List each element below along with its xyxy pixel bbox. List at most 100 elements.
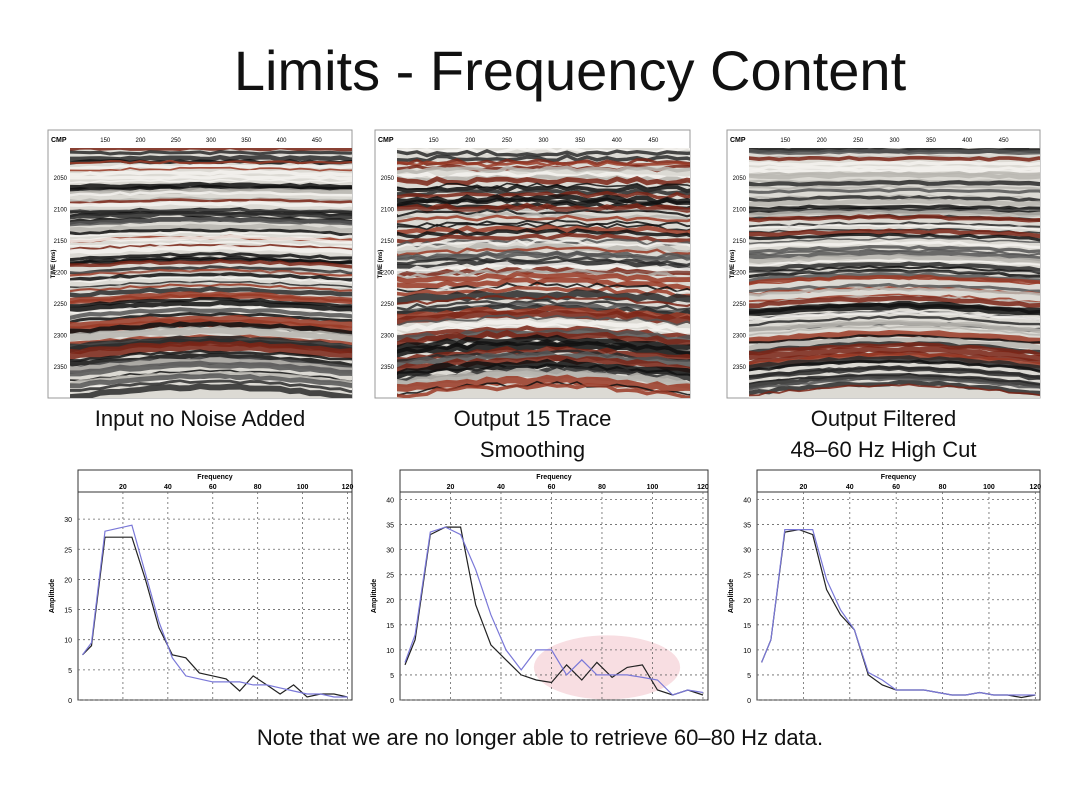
reflector — [70, 349, 352, 362]
series-line — [404, 526, 704, 696]
reflector — [749, 295, 1040, 309]
cmp-tick-label: 450 — [312, 138, 323, 144]
panel-caption: Output 15 Trace — [454, 406, 612, 431]
reflector — [749, 383, 1040, 397]
y-tick-label: 15 — [386, 623, 394, 630]
reflector — [70, 304, 352, 316]
cmp-tick-label: 350 — [926, 138, 937, 144]
reflector — [749, 179, 1040, 188]
cmp-tick-label: 400 — [962, 138, 973, 144]
y-tick-label: 10 — [743, 648, 751, 655]
y-tick-label: 20 — [743, 598, 751, 605]
x-tick-label: 40 — [164, 484, 172, 491]
reflector — [397, 318, 690, 333]
reflector — [70, 268, 352, 277]
time-tick-label: 2350 — [733, 365, 747, 371]
reflector — [70, 265, 352, 275]
reflector — [397, 334, 690, 351]
reflector — [70, 291, 352, 305]
reflector — [749, 244, 1040, 254]
time-tick-label: 2200 — [733, 271, 747, 277]
reflector — [749, 276, 1040, 286]
reflector — [749, 282, 1040, 293]
x-tick-label: 20 — [119, 484, 127, 491]
reflector — [749, 249, 1040, 262]
x-tick-label: 80 — [598, 484, 606, 491]
time-tick-label: 2350 — [54, 365, 68, 371]
reflector — [749, 359, 1040, 373]
cmp-tick-label: 150 — [100, 138, 111, 144]
reflector — [70, 383, 352, 398]
y-tick-label: 10 — [64, 638, 72, 645]
y-tick-label: 40 — [386, 498, 394, 505]
y-tick-label: 25 — [64, 547, 72, 554]
reflector — [749, 160, 1040, 167]
reflector — [70, 244, 352, 255]
reflector — [397, 238, 690, 249]
x-axis-title: Frequency — [536, 474, 572, 481]
series-line — [404, 526, 704, 696]
reflector — [70, 251, 352, 262]
cmp-tick-label: 300 — [538, 138, 549, 144]
reflector — [749, 240, 1040, 249]
reflector — [70, 178, 352, 184]
reflector — [749, 187, 1040, 194]
cmp-label: CMP — [730, 137, 746, 144]
reflector — [397, 176, 690, 186]
reflector — [749, 333, 1040, 344]
cmp-label: CMP — [378, 137, 394, 144]
y-tick-label: 30 — [386, 548, 394, 555]
reflector — [749, 324, 1040, 337]
cmp-tick-label: 400 — [276, 138, 287, 144]
reflector — [749, 223, 1040, 231]
cmp-tick-label: 450 — [648, 138, 659, 144]
time-tick-label: 2200 — [381, 271, 395, 277]
y-tick-label: 35 — [743, 523, 751, 530]
reflector — [397, 238, 690, 248]
reflector — [70, 148, 352, 152]
reflector — [397, 363, 690, 377]
reflector — [70, 163, 352, 170]
y-tick-label: 20 — [64, 577, 72, 584]
plot-frame — [756, 491, 1041, 701]
y-tick-label: 0 — [68, 698, 72, 705]
time-tick-label: 2300 — [54, 334, 68, 340]
reflector — [70, 216, 352, 227]
reflector — [397, 295, 690, 308]
reflector — [749, 274, 1040, 286]
reflector — [749, 232, 1040, 242]
time-tick-label: 2250 — [381, 302, 395, 308]
reflector — [70, 340, 352, 355]
cmp-tick-label: 200 — [135, 138, 146, 144]
cmp-tick-label: 300 — [889, 138, 900, 144]
reflector — [397, 271, 690, 284]
reflector — [397, 382, 690, 398]
reflector — [70, 257, 352, 266]
seismic-image — [70, 148, 352, 398]
reflector — [397, 183, 690, 194]
x-tick-label: 100 — [983, 484, 995, 491]
reflector — [70, 198, 352, 205]
time-label: TIME (ms) — [730, 250, 736, 279]
cmp-label: CMP — [51, 137, 67, 144]
x-tick-label: 80 — [939, 484, 947, 491]
reflector — [749, 259, 1040, 267]
reflector — [70, 259, 352, 269]
cmp-tick-label: 450 — [999, 138, 1010, 144]
reflector — [70, 154, 352, 162]
plot-frame — [77, 491, 353, 701]
reflector — [70, 227, 352, 237]
cmp-tick-label: 150 — [780, 138, 791, 144]
cmp-tick-label: 200 — [465, 138, 476, 144]
reflector — [70, 312, 352, 324]
time-label: TIME (ms) — [378, 250, 384, 279]
reflector — [70, 307, 352, 320]
reflector — [397, 369, 690, 390]
cmp-tick-label: 250 — [853, 138, 864, 144]
y-tick-label: 35 — [386, 523, 394, 530]
seismic-image — [397, 148, 690, 398]
reflector — [397, 202, 690, 213]
cmp-tick-label: 350 — [575, 138, 586, 144]
time-tick-label: 2250 — [733, 302, 747, 308]
